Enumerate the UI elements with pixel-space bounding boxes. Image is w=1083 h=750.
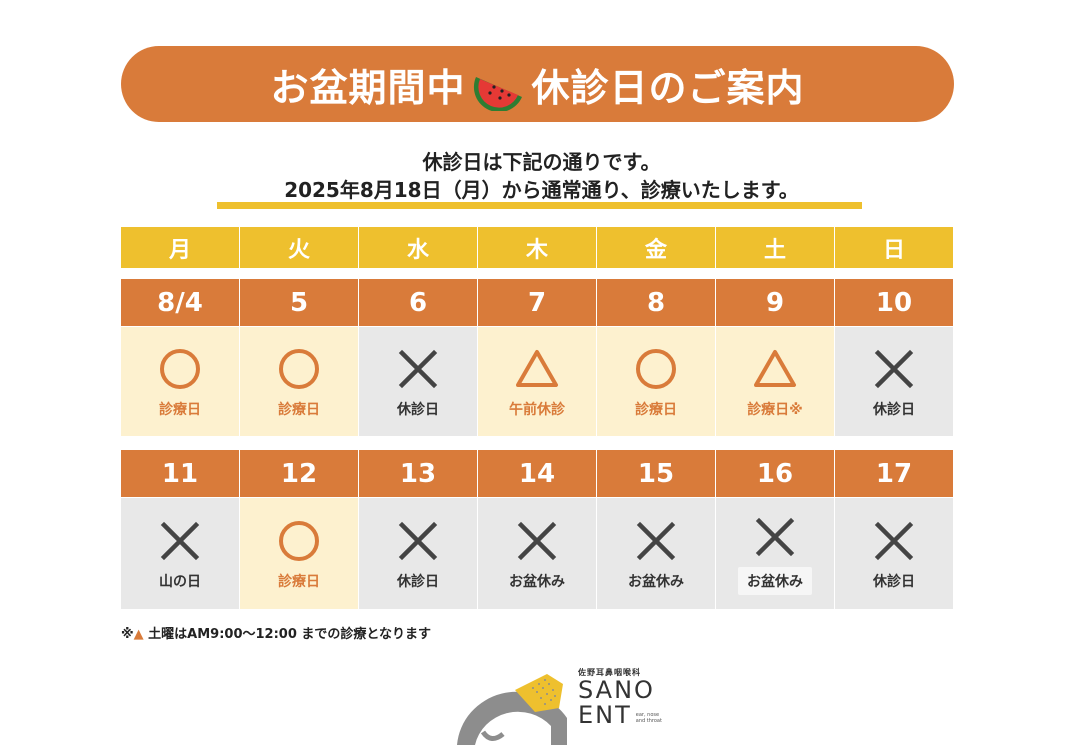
logo-sano: SANO — [578, 676, 655, 704]
date-row-week1: 8/4 5 6 7 8 9 10 — [121, 279, 955, 326]
cross-icon — [160, 521, 200, 560]
weekday-cell: 火 — [240, 227, 358, 268]
date-cell: 8/4 — [121, 279, 239, 326]
cross-icon — [874, 349, 914, 388]
open-circle-icon — [279, 348, 319, 389]
status-cell: 診療日※ — [716, 327, 834, 436]
triangle-icon — [516, 349, 558, 387]
weekday-header-row: 月 火 水 木 金 土 日 — [121, 227, 955, 268]
intro-line-1: 休診日は下記の通りです。 — [422, 150, 661, 174]
status-label: 午前休診 — [509, 401, 565, 418]
triangle-icon: ▲ — [133, 627, 144, 642]
logo-subtitle: 佐野耳鼻咽喉科 — [578, 668, 641, 677]
status-cell: お盆休み — [716, 498, 834, 609]
date-cell: 16 — [716, 450, 834, 497]
status-label: 診療日 — [635, 401, 677, 418]
title-banner: お盆期間中 休診日のご案内 — [121, 46, 954, 122]
status-label: 診療日※ — [747, 401, 803, 418]
status-label: お盆休み — [628, 573, 684, 590]
status-cell: お盆休み — [597, 498, 715, 609]
status-label: 診療日 — [159, 401, 201, 418]
status-cell: 診療日 — [240, 498, 358, 609]
weekday-cell: 金 — [597, 227, 715, 268]
open-circle-icon — [160, 348, 200, 389]
status-label: 休診日 — [873, 401, 915, 418]
status-row-week1: 診療日 診療日 休診日 午前休診 診療日 診療日※ 休診日 — [121, 327, 955, 436]
date-cell: 9 — [716, 279, 834, 326]
status-cell: 休診日 — [835, 498, 953, 609]
date-cell: 14 — [478, 450, 596, 497]
intro-underline — [217, 202, 862, 209]
date-cell: 6 — [359, 279, 477, 326]
status-cell: 診療日 — [597, 327, 715, 436]
date-cell: 7 — [478, 279, 596, 326]
status-row-week2: 山の日 診療日 休診日 お盆休み お盆休み お盆休み 休診日 — [121, 498, 955, 609]
status-label: 休診日 — [397, 573, 439, 590]
weekday-cell: 月 — [121, 227, 239, 268]
weekday-cell: 日 — [835, 227, 953, 268]
date-row-week2: 11 12 13 14 15 16 17 — [121, 450, 955, 497]
watermelon-icon — [473, 77, 522, 111]
banner-title-part2: 休診日のご案内 — [531, 65, 805, 110]
cross-icon — [398, 349, 438, 388]
open-circle-icon — [636, 348, 676, 389]
status-cell: 午前休診 — [478, 327, 596, 436]
status-label: 診療日 — [278, 401, 320, 418]
weekday-cell: 木 — [478, 227, 596, 268]
status-cell: 診療日 — [121, 327, 239, 436]
date-cell: 15 — [597, 450, 715, 497]
status-cell: 休診日 — [359, 327, 477, 436]
date-cell: 10 — [835, 279, 953, 326]
logo-text: 佐野耳鼻咽喉科 SANO ENT ear, nose and throat — [578, 667, 662, 728]
triangle-icon — [754, 349, 796, 387]
cross-icon — [755, 517, 795, 556]
date-cell: 8 — [597, 279, 715, 326]
status-cell: 山の日 — [121, 498, 239, 609]
date-cell: 17 — [835, 450, 953, 497]
cross-icon — [398, 521, 438, 560]
intro-line-2: 2025年8月18日（月）から通常通り、診療いたします。 — [284, 178, 799, 202]
banner-title-part1: お盆期間中 — [270, 65, 466, 110]
cross-icon — [517, 521, 557, 560]
status-cell: お盆休み — [478, 498, 596, 609]
cross-icon — [874, 521, 914, 560]
weekday-cell: 土 — [716, 227, 834, 268]
status-cell: 休診日 — [835, 327, 953, 436]
logo-small-1: ear, nose — [635, 712, 660, 718]
date-cell: 12 — [240, 450, 358, 497]
date-cell: 11 — [121, 450, 239, 497]
logo-small-2: and throat — [635, 718, 662, 724]
date-cell: 13 — [359, 450, 477, 497]
open-circle-icon — [279, 520, 319, 561]
status-cell: 休診日 — [359, 498, 477, 609]
status-label: 山の日 — [159, 573, 201, 590]
status-label: 休診日 — [397, 401, 439, 418]
saturday-note: ※▲ 土曜はAM9:00〜12:00 までの診療となります — [121, 623, 431, 642]
status-label: 休診日 — [873, 573, 915, 590]
date-cell: 5 — [240, 279, 358, 326]
cross-icon — [636, 521, 676, 560]
status-label: 診療日 — [278, 573, 320, 590]
note-text: 土曜はAM9:00〜12:00 までの診療となります — [143, 627, 432, 642]
logo-ent: ENT — [578, 701, 632, 729]
status-label: お盆休み — [509, 573, 565, 590]
status-cell: 診療日 — [240, 327, 358, 436]
weekday-cell: 水 — [359, 227, 477, 268]
status-label: お盆休み — [738, 566, 812, 595]
note-prefix: ※ — [121, 627, 134, 642]
elephant-logo-icon — [457, 674, 567, 745]
